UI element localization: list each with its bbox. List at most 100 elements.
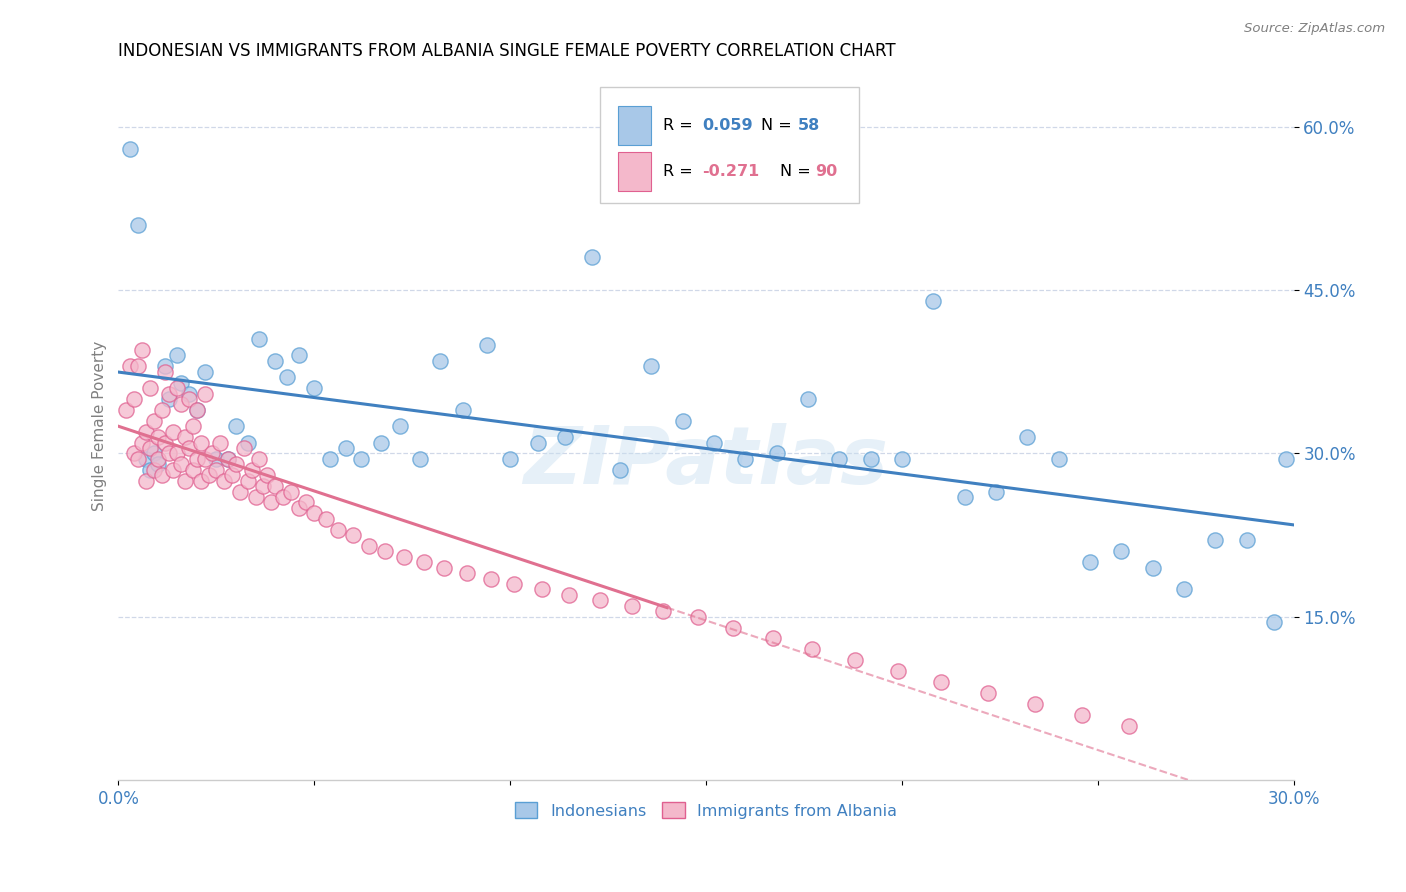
Point (315, 512, 337, 526)
Point (162, 463, 184, 477)
Point (335, 441, 357, 455)
Point (142, 414, 165, 428)
Point (1275, 451, 1298, 466)
Point (475, 337, 498, 351)
Point (304, 506, 326, 520)
Point (252, 479, 274, 493)
Point (181, 463, 204, 477)
Point (146, 458, 169, 472)
Point (671, 414, 693, 428)
Point (146, 430, 169, 444)
Point (240, 463, 263, 477)
Point (170, 397, 193, 411)
Text: N =: N = (780, 164, 815, 179)
Point (797, 392, 820, 406)
Point (1047, 451, 1070, 466)
Point (326, 523, 349, 537)
Point (135, 474, 157, 488)
Point (166, 446, 188, 460)
Point (828, 451, 851, 466)
Text: R =: R = (662, 118, 697, 133)
Point (256, 468, 278, 483)
Point (221, 468, 243, 483)
Text: R =: R = (662, 164, 697, 179)
Y-axis label: Single Female Poverty: Single Female Poverty (93, 341, 107, 511)
Point (359, 539, 381, 553)
Point (177, 386, 200, 401)
Point (652, 604, 675, 618)
Point (1017, 430, 1039, 444)
Point (194, 451, 217, 466)
Point (186, 402, 208, 417)
Point (280, 484, 302, 499)
Point (186, 402, 208, 417)
Point (1142, 560, 1164, 574)
Point (432, 560, 454, 574)
Point (194, 365, 217, 379)
Point (131, 343, 153, 357)
Point (166, 348, 188, 362)
Bar (617, 106, 651, 145)
Point (115, 402, 138, 417)
Point (201, 446, 224, 460)
Text: 90: 90 (815, 164, 838, 179)
Point (1078, 555, 1101, 569)
Point (394, 549, 416, 564)
Point (413, 555, 436, 569)
Point (734, 451, 756, 466)
Point (451, 402, 474, 417)
Point (609, 463, 631, 477)
Point (127, 451, 149, 466)
Point (844, 653, 866, 667)
Point (174, 430, 197, 444)
Point (922, 293, 945, 308)
Point (456, 566, 478, 581)
Point (429, 354, 451, 368)
Point (229, 484, 252, 499)
Point (389, 419, 412, 434)
Point (135, 451, 157, 466)
Point (499, 451, 522, 466)
Point (217, 451, 239, 466)
Point (181, 419, 204, 434)
Point (890, 451, 912, 466)
Point (620, 599, 643, 613)
Point (589, 593, 612, 607)
Point (166, 381, 188, 395)
Point (800, 642, 823, 657)
Point (139, 441, 162, 455)
Point (276, 370, 298, 384)
Point (479, 572, 502, 586)
Point (1071, 707, 1094, 722)
Text: INDONESIAN VS IMMIGRANTS FROM ALBANIA SINGLE FEMALE POVERTY CORRELATION CHART: INDONESIAN VS IMMIGRANTS FROM ALBANIA SI… (118, 42, 896, 60)
Point (581, 251, 603, 265)
Point (264, 354, 287, 368)
Point (350, 451, 373, 466)
Point (640, 359, 662, 374)
Point (155, 359, 177, 374)
Text: N =: N = (761, 118, 797, 133)
Point (157, 392, 180, 406)
Point (342, 528, 364, 542)
Point (157, 446, 180, 460)
Point (370, 435, 392, 450)
Point (688, 609, 710, 624)
Point (236, 435, 259, 450)
Point (232, 441, 254, 455)
Point (122, 392, 145, 406)
Point (1173, 582, 1195, 597)
Point (225, 419, 247, 434)
Point (295, 495, 318, 509)
Point (122, 446, 145, 460)
Point (929, 675, 952, 690)
Point (120, 359, 142, 374)
Point (131, 435, 153, 450)
Point (155, 435, 177, 450)
Point (170, 376, 193, 390)
Point (190, 435, 212, 450)
Point (170, 458, 193, 472)
Point (157, 386, 180, 401)
Point (225, 458, 247, 472)
Point (197, 468, 219, 483)
Point (409, 451, 432, 466)
